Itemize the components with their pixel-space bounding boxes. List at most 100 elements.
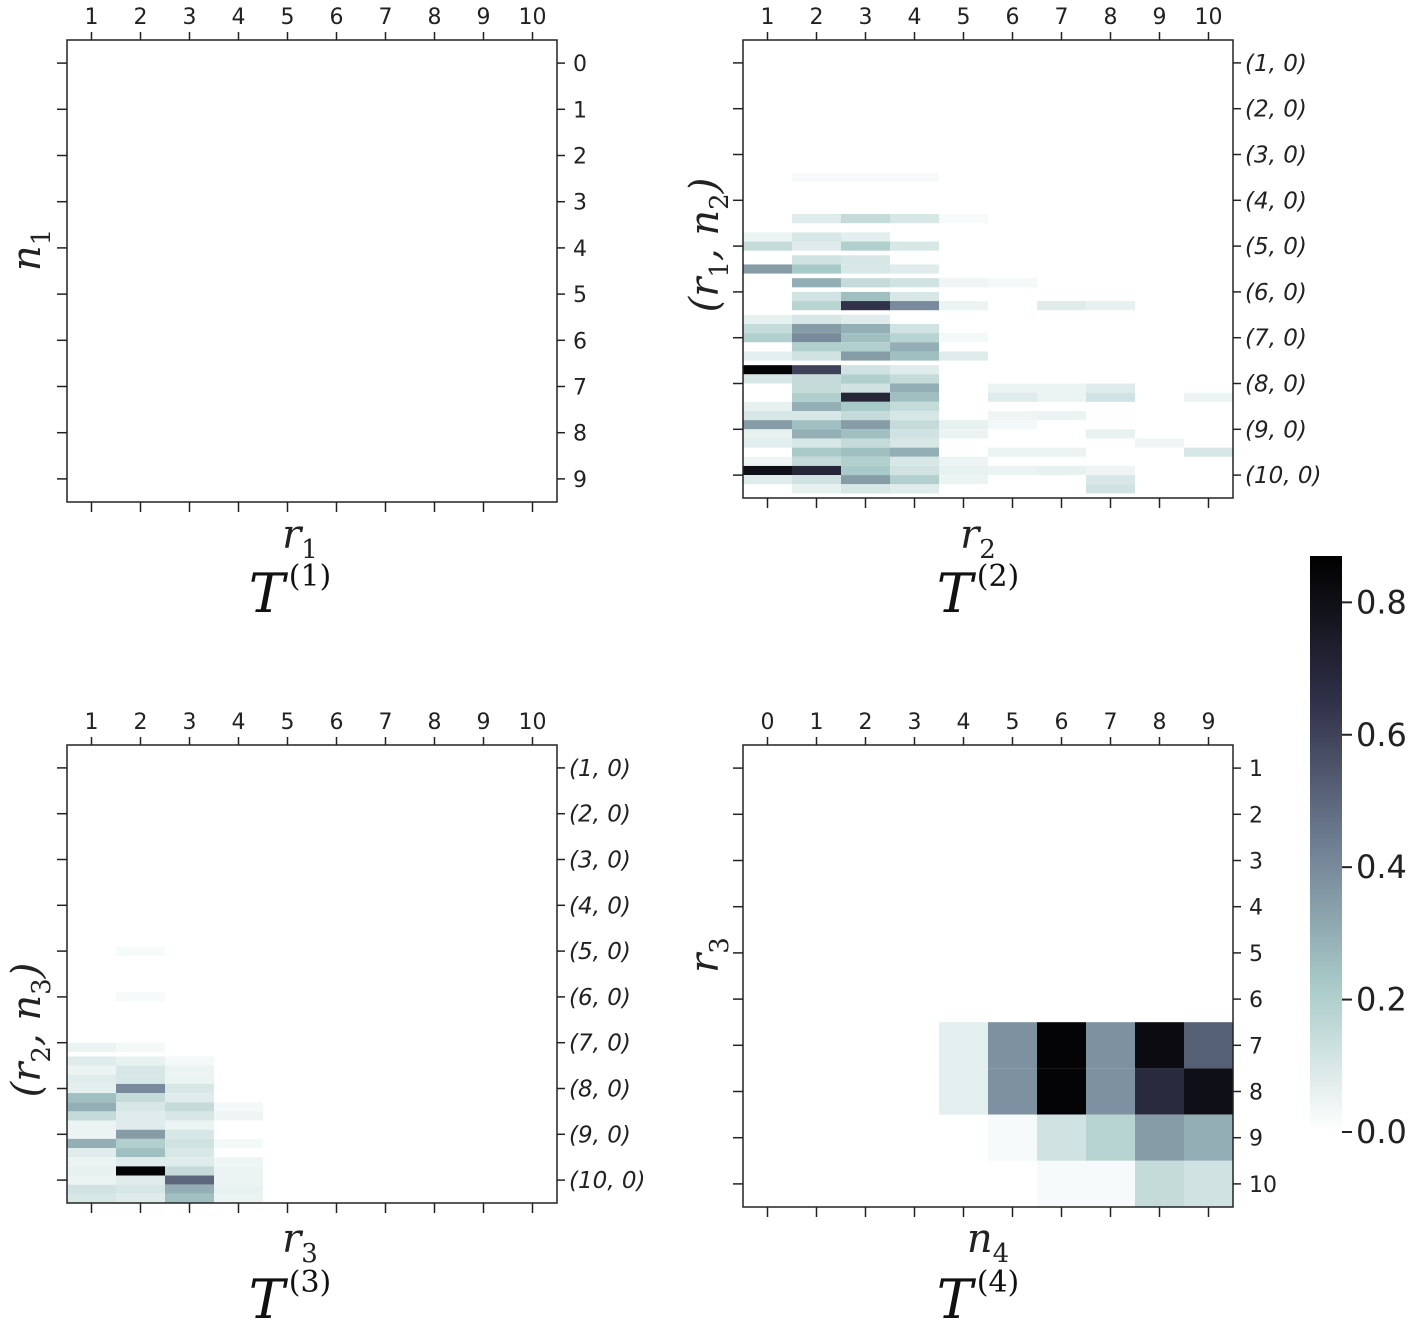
heatmap-cell (165, 1120, 214, 1130)
heatmap-cell (890, 333, 939, 343)
heatmap-cell (165, 1056, 214, 1066)
heatmap-cell (792, 301, 841, 311)
heatmap-cell (890, 484, 939, 494)
heatmap-panel-t3: 1 2 3 4 5 6 7 8 9 10 (1, 0) (2, 0) (3, 0) (4, 0) (5, 0… (4, 710, 645, 1331)
heatmap-cell (743, 475, 792, 485)
heatmap-panel-t4: 0 1 2 3 4 5 6 7 8 9 1 2 3 4 5 6 7 8 9 10 n4 r3 T (4) (682, 710, 1277, 1331)
x-axis-label: r3 (282, 1216, 318, 1269)
y-tick-label: (6, 0) (1245, 280, 1307, 306)
heatmap-cell (792, 278, 841, 288)
heatmap-cell (743, 232, 792, 242)
heatmap-cell (743, 365, 792, 375)
panel-title: T (4) (937, 1265, 1020, 1331)
heatmap-cell (165, 1166, 214, 1176)
heatmap-cell (116, 992, 165, 1002)
heatmap-cell (890, 438, 939, 448)
heatmap-cell (165, 1184, 214, 1194)
colorbar-tick-label: 0.8 (1356, 583, 1407, 621)
heatmap-cell (743, 401, 792, 411)
x-tick-label: 7 (379, 710, 393, 735)
y-tick-label: (5, 0) (1245, 234, 1307, 260)
heatmap-cell (890, 410, 939, 421)
heatmap-cell (890, 420, 939, 430)
x-tick-label: 1 (85, 5, 99, 30)
heatmap-cell (841, 410, 890, 421)
plot-frame (66, 744, 558, 1204)
heatmap-cell (841, 241, 890, 251)
heatmap-cell (1037, 447, 1086, 457)
heatmap-cell (1037, 301, 1086, 311)
heatmap-panel-t2: 1 2 3 4 5 6 7 8 9 10 (1, 0) (2, 0) (3, 0) (4, 0) (5, 0… (682, 5, 1321, 625)
y-tick-label: 0 (573, 52, 587, 77)
x-tick-label: 3 (183, 5, 197, 30)
heatmap-cell (792, 447, 841, 457)
heatmap-cell (1086, 1022, 1135, 1069)
heatmap-cell (165, 1148, 214, 1158)
heatmap-cells (743, 172, 1233, 494)
x-tick-label: 3 (908, 710, 922, 735)
heatmap-cell (890, 342, 939, 352)
heatmap-cell (165, 1157, 214, 1167)
heatmap-cell (792, 172, 841, 182)
y-tick-label: (10, 0) (569, 1168, 645, 1194)
heatmap-cell (1135, 1114, 1184, 1161)
heatmap-cell (116, 1111, 165, 1121)
heatmap-cell (890, 301, 939, 311)
y-tick-label: (8, 0) (1245, 372, 1307, 398)
x-tick-label: 8 (428, 5, 442, 30)
heatmap-cell (841, 264, 890, 274)
y-tick-label: (5, 0) (569, 939, 631, 965)
heatmap-cell (743, 264, 792, 274)
heatmap-cell (988, 410, 1037, 421)
heatmap-cell (841, 392, 890, 402)
heatmap-cell (1086, 1114, 1135, 1161)
heatmap-cell (743, 351, 792, 361)
heatmap-cell (1037, 392, 1086, 402)
heatmap-cell (1037, 1114, 1086, 1161)
x-tick-label: 1 (761, 5, 775, 30)
heatmap-cell (841, 232, 890, 242)
x-tick-label: 3 (183, 710, 197, 735)
heatmap-cell (1037, 1068, 1086, 1115)
heatmap-cell (165, 1175, 214, 1185)
heatmap-cell (890, 401, 939, 411)
heatmap-cell (841, 278, 890, 288)
y-tick-label: 2 (573, 145, 587, 170)
heatmap-cell (67, 1129, 116, 1139)
heatmap-cell (67, 1175, 116, 1185)
y-tick-label: (7, 0) (569, 1031, 631, 1057)
heatmap-cell (116, 1074, 165, 1084)
heatmap-cell (792, 323, 841, 334)
heatmap-cell (67, 1065, 116, 1075)
heatmap-cell (841, 401, 890, 411)
x-tick-label: 1 (85, 710, 99, 735)
heatmap-cell (1184, 447, 1233, 457)
x-tick-label: 5 (281, 5, 295, 30)
x-tick-label: 5 (281, 710, 295, 735)
y-axis-label: (r1, n2) (682, 178, 735, 313)
y-tick-label: 5 (1249, 942, 1263, 967)
x-tick-label: 10 (519, 5, 547, 30)
panel-title: T (2) (937, 559, 1020, 625)
heatmap-cell (792, 333, 841, 343)
heatmap-cell (792, 351, 841, 361)
heatmap-cell (1086, 1160, 1135, 1207)
heatmap-cell (792, 438, 841, 448)
y-tick-label: 8 (573, 422, 587, 447)
heatmap-cell (939, 475, 988, 485)
heatmap-cell (743, 429, 792, 439)
x-tick-label: 6 (330, 710, 344, 735)
y-tick-label: 3 (1249, 850, 1263, 875)
heatmap-cell (792, 255, 841, 265)
x-tick-label: 2 (134, 710, 148, 735)
heatmap-cell (1037, 465, 1086, 476)
heatmap-cell (67, 1042, 116, 1052)
heatmap-cell (165, 1193, 214, 1203)
heatmap-cell (939, 420, 988, 430)
heatmap-cell (841, 438, 890, 448)
x-tick-label: 2 (810, 5, 824, 30)
heatmap-cell (1037, 1160, 1086, 1207)
y-tick-label: (2, 0) (1245, 97, 1307, 123)
heatmap-cell (1135, 438, 1184, 448)
